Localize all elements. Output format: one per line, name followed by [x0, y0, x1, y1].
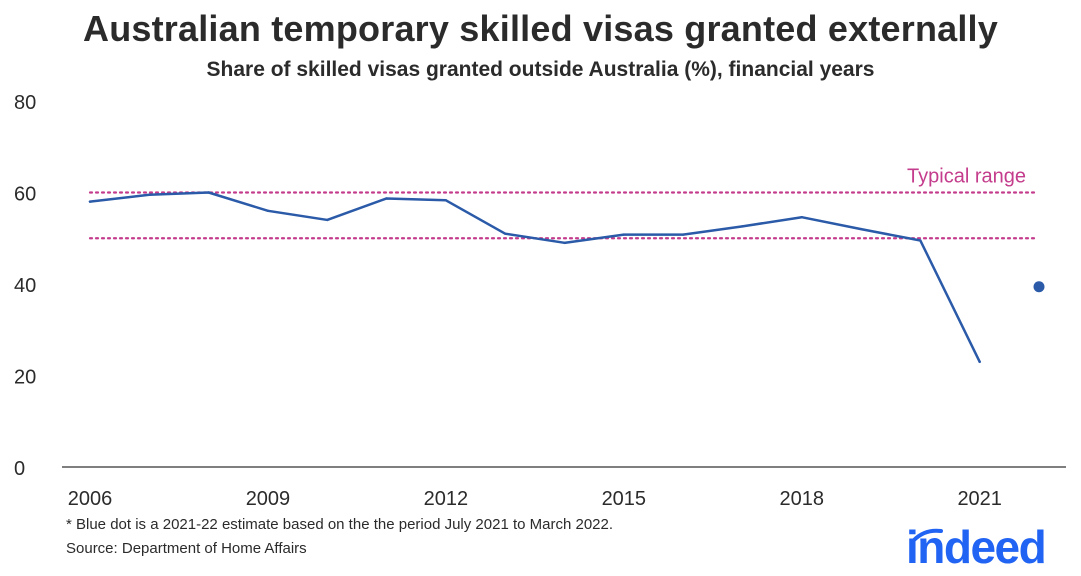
y-tick-label: 80 [14, 92, 36, 114]
x-tick-label: 2009 [246, 488, 291, 510]
data-point [503, 232, 507, 235]
footnote: * Blue dot is a 2021-22 estimate based o… [66, 516, 614, 533]
estimate-dot [1033, 281, 1045, 293]
x-axis: 2006 2009 2012 2015 2018 2021 [68, 488, 1002, 510]
y-axis: 0 20 40 60 80 [14, 92, 36, 480]
x-tick-label: 2015 [602, 488, 647, 510]
x-tick-label: 2012 [424, 488, 469, 510]
chart-subtitle: Share of skilled visas granted outside A… [206, 58, 875, 81]
y-tick-label: 60 [14, 184, 36, 206]
y-tick-label: 0 [14, 458, 25, 480]
x-tick-label: 2006 [68, 488, 113, 510]
data-point [978, 360, 981, 363]
data-point [681, 233, 685, 236]
data-point [859, 227, 863, 231]
x-tick-label: 2021 [957, 488, 1002, 510]
data-point [919, 239, 922, 242]
data-point [444, 199, 448, 202]
data-point [741, 225, 744, 228]
y-tick-label: 20 [14, 367, 36, 389]
data-point [148, 193, 151, 196]
data-point [88, 200, 92, 203]
data-point [800, 216, 803, 219]
indeed-logo: indeed [906, 521, 1047, 573]
series-line [88, 191, 981, 364]
data-point [207, 191, 210, 194]
y-tick-label: 40 [14, 275, 36, 297]
typical-range-label: Typical range [907, 166, 1026, 188]
data-point [266, 209, 270, 212]
source-note: Source: Department of Home Affairs [66, 540, 307, 557]
data-point [563, 241, 566, 245]
data-point [385, 197, 388, 200]
data-point [326, 218, 329, 222]
series-group [88, 191, 1045, 364]
chart-title: Australian temporary skilled visas grant… [83, 8, 998, 49]
indeed-arc-icon [912, 528, 943, 542]
typical-range: Typical range [88, 166, 1036, 240]
x-tick-label: 2018 [780, 488, 825, 510]
data-point [622, 233, 626, 236]
